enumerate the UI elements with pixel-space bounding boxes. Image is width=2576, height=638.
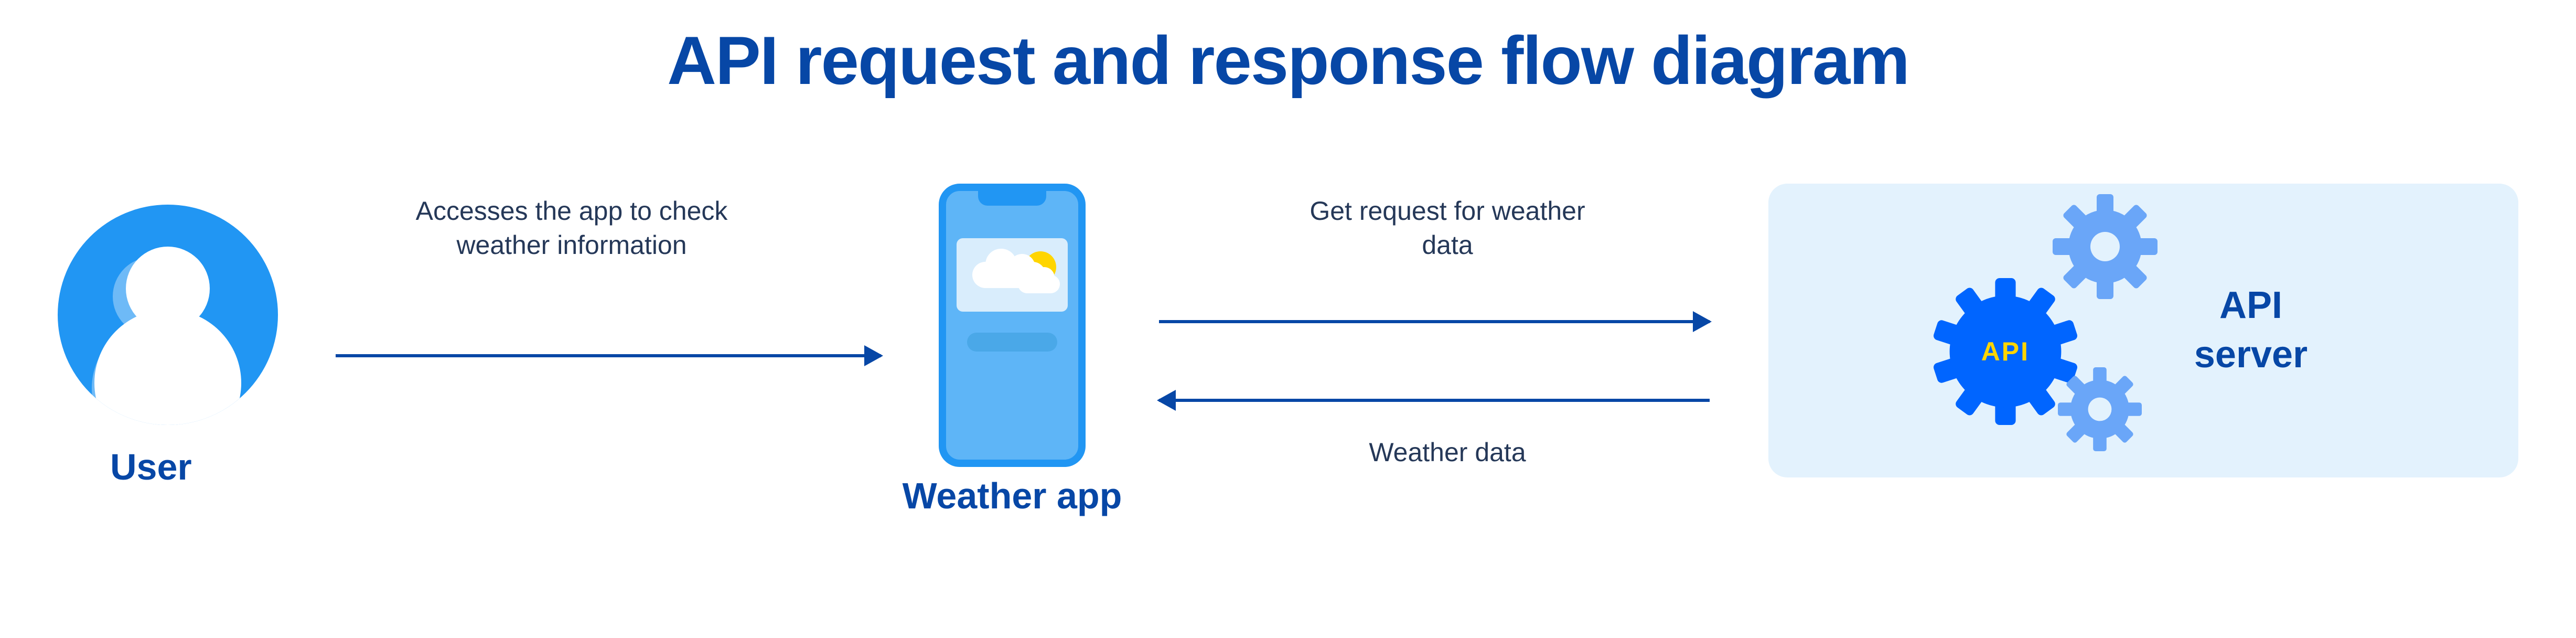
edge-app-to-server-label: Get request for weather data <box>1290 194 1605 262</box>
edge-server-to-app-label: Weather data <box>1290 435 1605 470</box>
user-node <box>58 205 278 425</box>
user-avatar-icon <box>58 205 278 425</box>
diagram-canvas: User Accesses the app to check weather i… <box>0 189 2576 609</box>
weather-widget-icon <box>957 238 1068 312</box>
diagram-title: API request and response flow diagram <box>667 21 1909 100</box>
server-label-line2: server <box>2194 334 2307 376</box>
arrow-server-to-app <box>1159 399 1710 402</box>
gears-icon: API <box>1901 210 2163 451</box>
weather-app-label: Weather app <box>903 475 1122 517</box>
api-server-label: API server <box>2194 281 2307 379</box>
user-label: User <box>110 446 192 488</box>
weather-app-node: Weather app <box>939 184 1086 467</box>
edge-user-to-app-label: Accesses the app to check weather inform… <box>372 194 771 262</box>
arrow-app-to-server <box>1159 320 1710 323</box>
phone-icon <box>939 184 1086 467</box>
arrow-user-to-app <box>336 354 881 357</box>
cloud-icon <box>1018 275 1060 293</box>
server-label-line1: API <box>2219 284 2282 326</box>
api-badge: API <box>1932 278 2079 425</box>
api-server-node: API API server <box>1768 184 2518 477</box>
